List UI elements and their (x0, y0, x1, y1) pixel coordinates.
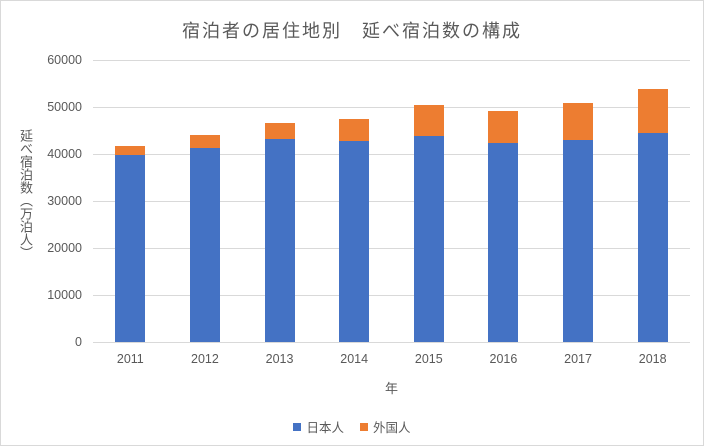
y-tick-label: 30000 (47, 193, 82, 208)
y-tick-label: 60000 (47, 52, 82, 67)
gridline (93, 60, 690, 61)
bar-2016-foreigner (488, 110, 519, 144)
x-axis-line (93, 342, 690, 343)
bar-2014-foreigner (339, 119, 370, 141)
legend-item-foreigner: 外国人 (360, 417, 411, 436)
y-tick-label: 0 (75, 334, 82, 349)
bar-2018-foreigner (637, 89, 668, 134)
legend-label-japanese: 日本人 (306, 421, 344, 435)
plot-area (93, 60, 690, 343)
bar-2014-japanese (339, 140, 370, 342)
bar-2018-japanese (637, 133, 668, 342)
legend-label-foreigner: 外国人 (373, 421, 411, 435)
y-tick-label: 10000 (47, 287, 82, 302)
bar-2013-japanese (264, 138, 295, 342)
bar-2011-foreigner (115, 145, 146, 155)
bar-2015-foreigner (413, 105, 444, 136)
x-tick-label-2014: 2014 (340, 352, 369, 366)
legend-swatch-japanese-icon (293, 422, 302, 431)
y-axis-title: 延べ宿泊数（万泊人） (18, 129, 33, 259)
x-tick-label-2017: 2017 (564, 352, 592, 366)
legend-item-japanese: 日本人 (293, 417, 344, 436)
gridline (93, 295, 690, 296)
bar-2011-japanese (115, 154, 146, 342)
gridline (93, 248, 690, 249)
chart-title: 宿泊者の居住地別 延べ宿泊数の構成 (182, 21, 522, 41)
gridline (93, 107, 690, 108)
legend: 日本人 外国人 (1, 417, 703, 436)
y-tick-label: 40000 (47, 146, 82, 161)
gridline (93, 154, 690, 155)
x-tick-label-2011: 2011 (116, 352, 144, 366)
x-axis-title: 年 (384, 381, 398, 396)
bar-2016-japanese (488, 143, 519, 342)
bar-2015-japanese (413, 135, 444, 342)
bar-2017-japanese (563, 139, 594, 342)
x-tick-label-2012: 2012 (191, 352, 219, 366)
bar-2012-japanese (189, 147, 220, 342)
y-tick-label: 20000 (47, 240, 82, 255)
bar-2017-foreigner (563, 102, 594, 140)
bar-2013-foreigner (264, 123, 295, 139)
x-tick-label-2016: 2016 (489, 352, 518, 366)
x-tick-label-2018: 2018 (638, 352, 667, 366)
legend-swatch-foreigner-icon (360, 422, 368, 431)
x-tick-label-2013: 2013 (265, 352, 294, 366)
bar-2012-foreigner (189, 135, 220, 148)
y-tick-label: 50000 (47, 99, 82, 114)
gridline (93, 201, 690, 202)
x-tick-label-2015: 2015 (414, 352, 443, 366)
